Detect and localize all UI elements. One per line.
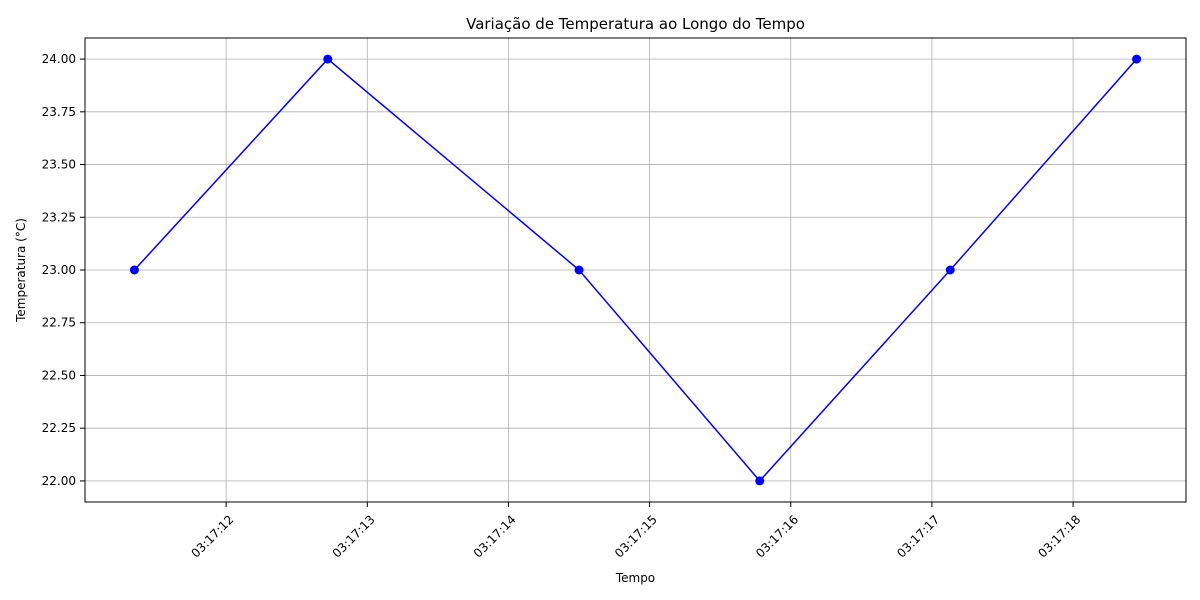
- data-point: [574, 265, 584, 275]
- chart-title: Variação de Temperatura ao Longo do Temp…: [466, 15, 805, 33]
- y-tick-label: 22.50: [42, 368, 76, 382]
- y-tick-label: 22.25: [42, 421, 76, 435]
- data-point: [755, 476, 765, 486]
- y-tick-label: 22.75: [42, 316, 76, 330]
- x-axis-label: Tempo: [615, 571, 655, 585]
- y-tick-label: 23.50: [42, 158, 76, 172]
- y-axis-label: Temperatura (°C): [14, 218, 28, 323]
- data-point: [323, 54, 333, 64]
- data-point: [1132, 54, 1142, 64]
- data-point: [129, 265, 139, 275]
- y-tick-label: 24.00: [42, 52, 76, 66]
- y-tick-label: 23.00: [42, 263, 76, 277]
- grid: [85, 38, 1186, 502]
- y-tick-label: 23.25: [42, 210, 76, 224]
- y-tick-label: 22.00: [42, 474, 76, 488]
- y-tick-label: 23.75: [42, 105, 76, 119]
- series-layer: [129, 54, 1142, 486]
- series-line: [133, 58, 1138, 483]
- data-point: [945, 265, 955, 275]
